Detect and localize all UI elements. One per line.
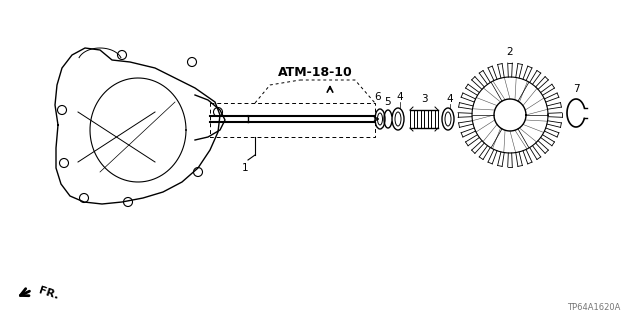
Text: 2: 2 (507, 47, 513, 57)
Text: 6: 6 (374, 92, 381, 102)
Text: ATM-18-10: ATM-18-10 (278, 66, 353, 78)
Text: 4: 4 (447, 94, 453, 104)
Text: 5: 5 (384, 97, 390, 107)
Text: 1: 1 (242, 163, 248, 173)
Text: 7: 7 (573, 84, 579, 94)
Text: TP64A1620A: TP64A1620A (566, 303, 620, 312)
Text: 3: 3 (420, 94, 428, 104)
Text: FR.: FR. (37, 285, 60, 301)
Text: 4: 4 (397, 92, 403, 102)
